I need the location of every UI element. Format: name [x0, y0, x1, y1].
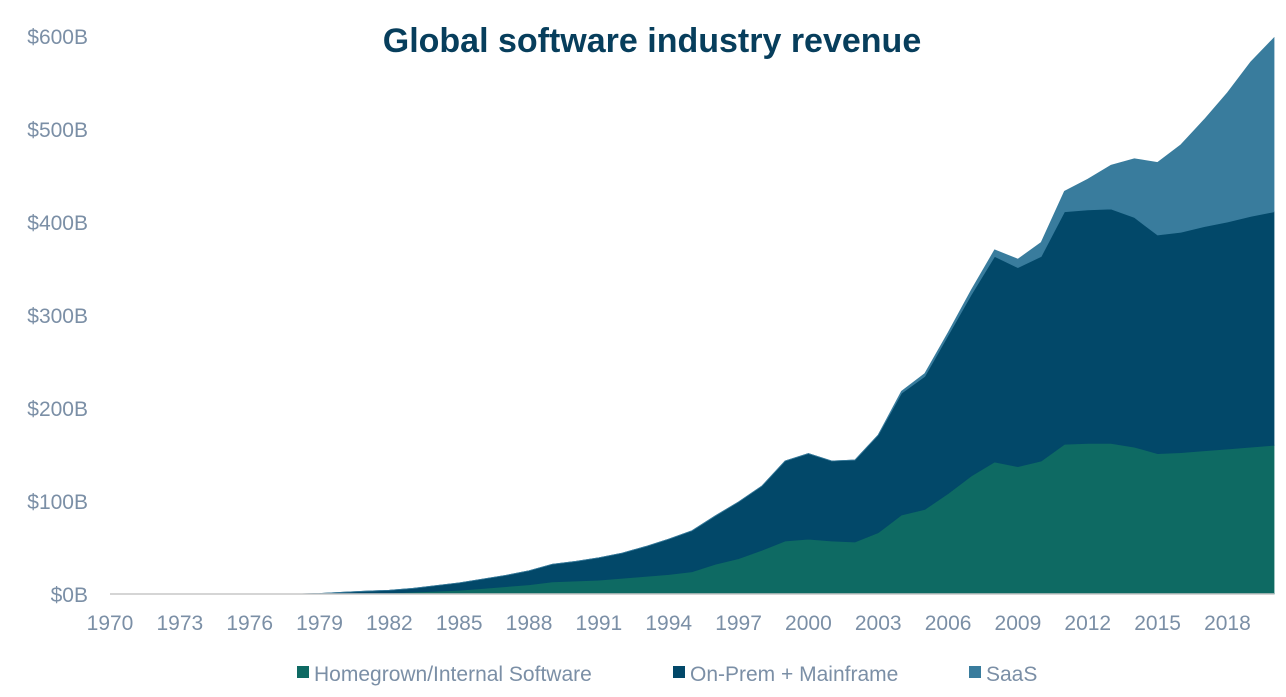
x-axis-ticks: 1970 1973 1976 1979 1982 1985 1988 1991 1994 1997…: [87, 612, 1251, 635]
y-tick-label: $200B: [27, 398, 88, 421]
x-tick-label: 2018: [1204, 612, 1251, 635]
y-tick-label: $0B: [51, 584, 88, 607]
legend-label: SaaS: [986, 663, 1037, 686]
x-tick-label: 1988: [506, 612, 553, 635]
y-tick-label: $300B: [27, 305, 88, 328]
y-tick-label: $100B: [27, 491, 88, 514]
legend-item-homegrown-internal-software: Homegrown/Internal Software: [297, 663, 592, 686]
x-tick-label: 2015: [1134, 612, 1181, 635]
legend-swatch: [969, 666, 981, 678]
y-tick-label: $500B: [27, 119, 88, 142]
legend-swatch: [297, 666, 309, 678]
x-tick-label: 1976: [226, 612, 273, 635]
x-tick-label: 2000: [785, 612, 832, 635]
x-tick-label: 2006: [925, 612, 972, 635]
x-tick-label: 2012: [1064, 612, 1111, 635]
y-tick-label: $600B: [27, 26, 88, 49]
x-tick-label: 1994: [645, 612, 692, 635]
legend-label: On-Prem + Mainframe: [690, 663, 898, 686]
x-tick-label: 1991: [576, 612, 623, 635]
y-tick-label: $400B: [27, 212, 88, 235]
x-tick-label: 2009: [995, 612, 1042, 635]
legend-item-saas: SaaS: [969, 663, 1037, 686]
x-tick-label: 1973: [156, 612, 203, 635]
x-tick-label: 2003: [855, 612, 902, 635]
legend-swatch: [673, 666, 685, 678]
area-layers: [110, 36, 1275, 595]
x-tick-label: 1970: [87, 612, 134, 635]
x-tick-label: 1979: [296, 612, 343, 635]
x-tick-label: 1985: [436, 612, 483, 635]
y-axis-ticks: $0B $100B $200B $300B $400B $500B $600B: [27, 26, 88, 607]
chart-title: Global software industry revenue: [383, 22, 921, 60]
x-tick-label: 1982: [366, 612, 413, 635]
legend-item-on-prem-mainframe: On-Prem + Mainframe: [673, 663, 898, 686]
legend: Homegrown/Internal Software On-Prem + Mai…: [297, 663, 1037, 686]
legend-label: Homegrown/Internal Software: [314, 663, 592, 686]
area-saas: [110, 36, 1275, 595]
x-tick-label: 1997: [715, 612, 762, 635]
